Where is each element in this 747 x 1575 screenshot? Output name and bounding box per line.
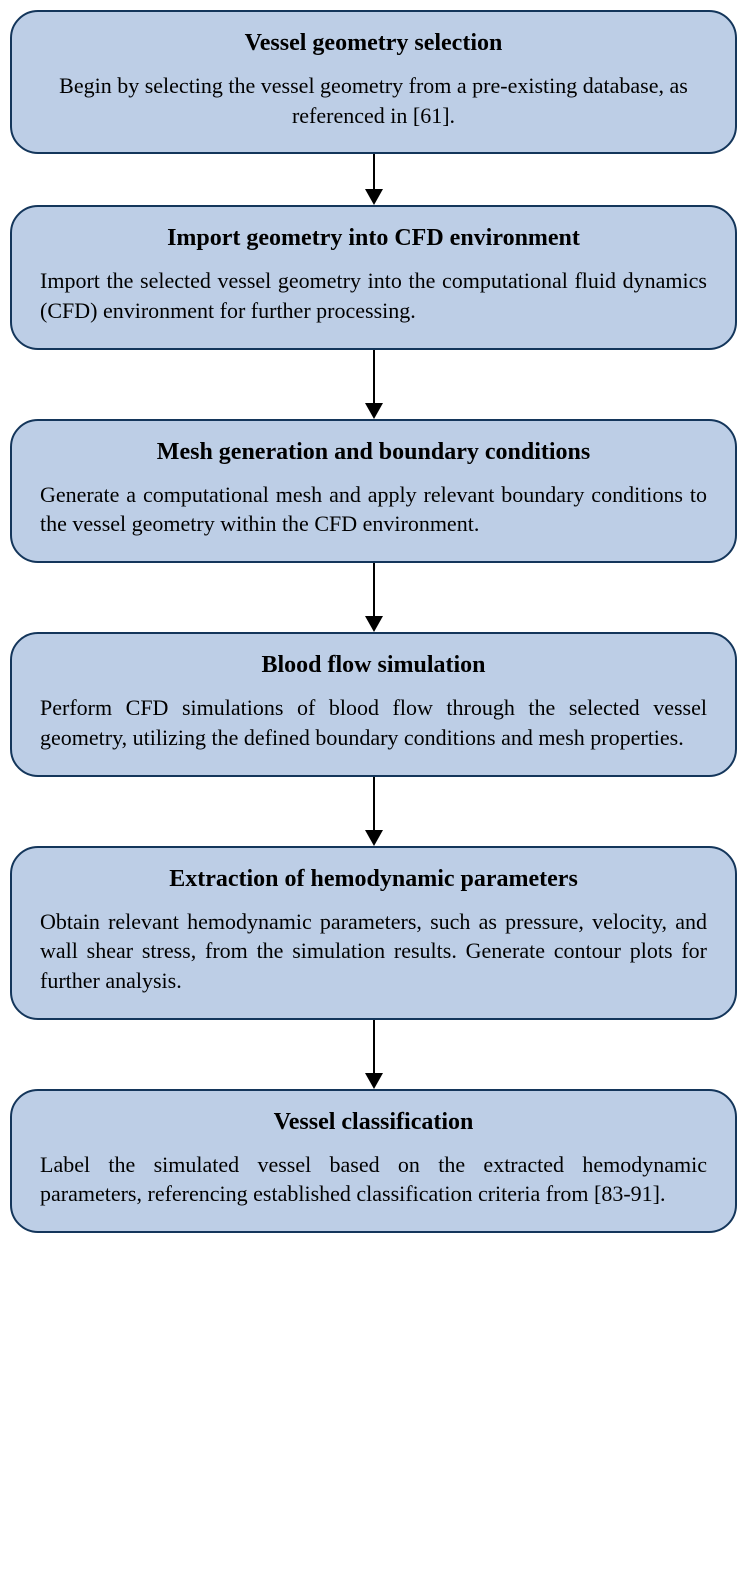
arrow-head-icon xyxy=(365,616,383,632)
flow-node-body: Label the simulated vessel based on the … xyxy=(40,1150,707,1209)
flow-node-body: Perform CFD simulations of blood flow th… xyxy=(40,693,707,752)
flow-node-n3: Mesh generation and boundary conditions G… xyxy=(10,419,737,563)
arrow-head-icon xyxy=(365,403,383,419)
flow-node-n4: Blood flow simulation Perform CFD simulat… xyxy=(10,632,737,776)
flow-node-n2: Import geometry into CFD environment Impo… xyxy=(10,205,737,349)
flow-arrow-icon xyxy=(365,350,383,419)
flow-node-n6: Vessel classification Label the simulated… xyxy=(10,1089,737,1233)
arrow-shaft xyxy=(373,563,375,617)
flow-arrow-icon xyxy=(365,154,383,205)
arrow-shaft xyxy=(373,777,375,831)
flow-node-title: Blood flow simulation xyxy=(40,652,707,679)
flow-arrow-icon xyxy=(365,1020,383,1089)
flow-node-title: Mesh generation and boundary conditions xyxy=(40,439,707,466)
flow-arrow-icon xyxy=(365,563,383,632)
flow-node-body: Import the selected vessel geometry into… xyxy=(40,266,707,325)
arrow-shaft xyxy=(373,154,375,190)
arrow-shaft xyxy=(373,350,375,404)
arrow-head-icon xyxy=(365,830,383,846)
flow-node-n5: Extraction of hemodynamic parameters Obta… xyxy=(10,846,737,1020)
flow-node-body: Generate a computational mesh and apply … xyxy=(40,480,707,539)
arrow-head-icon xyxy=(365,189,383,205)
flow-node-title: Vessel geometry selection xyxy=(40,30,707,57)
flow-node-body: Begin by selecting the vessel geometry f… xyxy=(40,71,707,130)
flow-node-body: Obtain relevant hemodynamic parameters, … xyxy=(40,907,707,996)
flow-node-n1: Vessel geometry selection Begin by select… xyxy=(10,10,737,154)
flowchart-container: Vessel geometry selection Begin by select… xyxy=(10,10,737,1233)
flow-node-title: Import geometry into CFD environment xyxy=(40,225,707,252)
flow-arrow-icon xyxy=(365,777,383,846)
flow-node-title: Extraction of hemodynamic parameters xyxy=(40,866,707,893)
arrow-head-icon xyxy=(365,1073,383,1089)
flow-node-title: Vessel classification xyxy=(40,1109,707,1136)
arrow-shaft xyxy=(373,1020,375,1074)
